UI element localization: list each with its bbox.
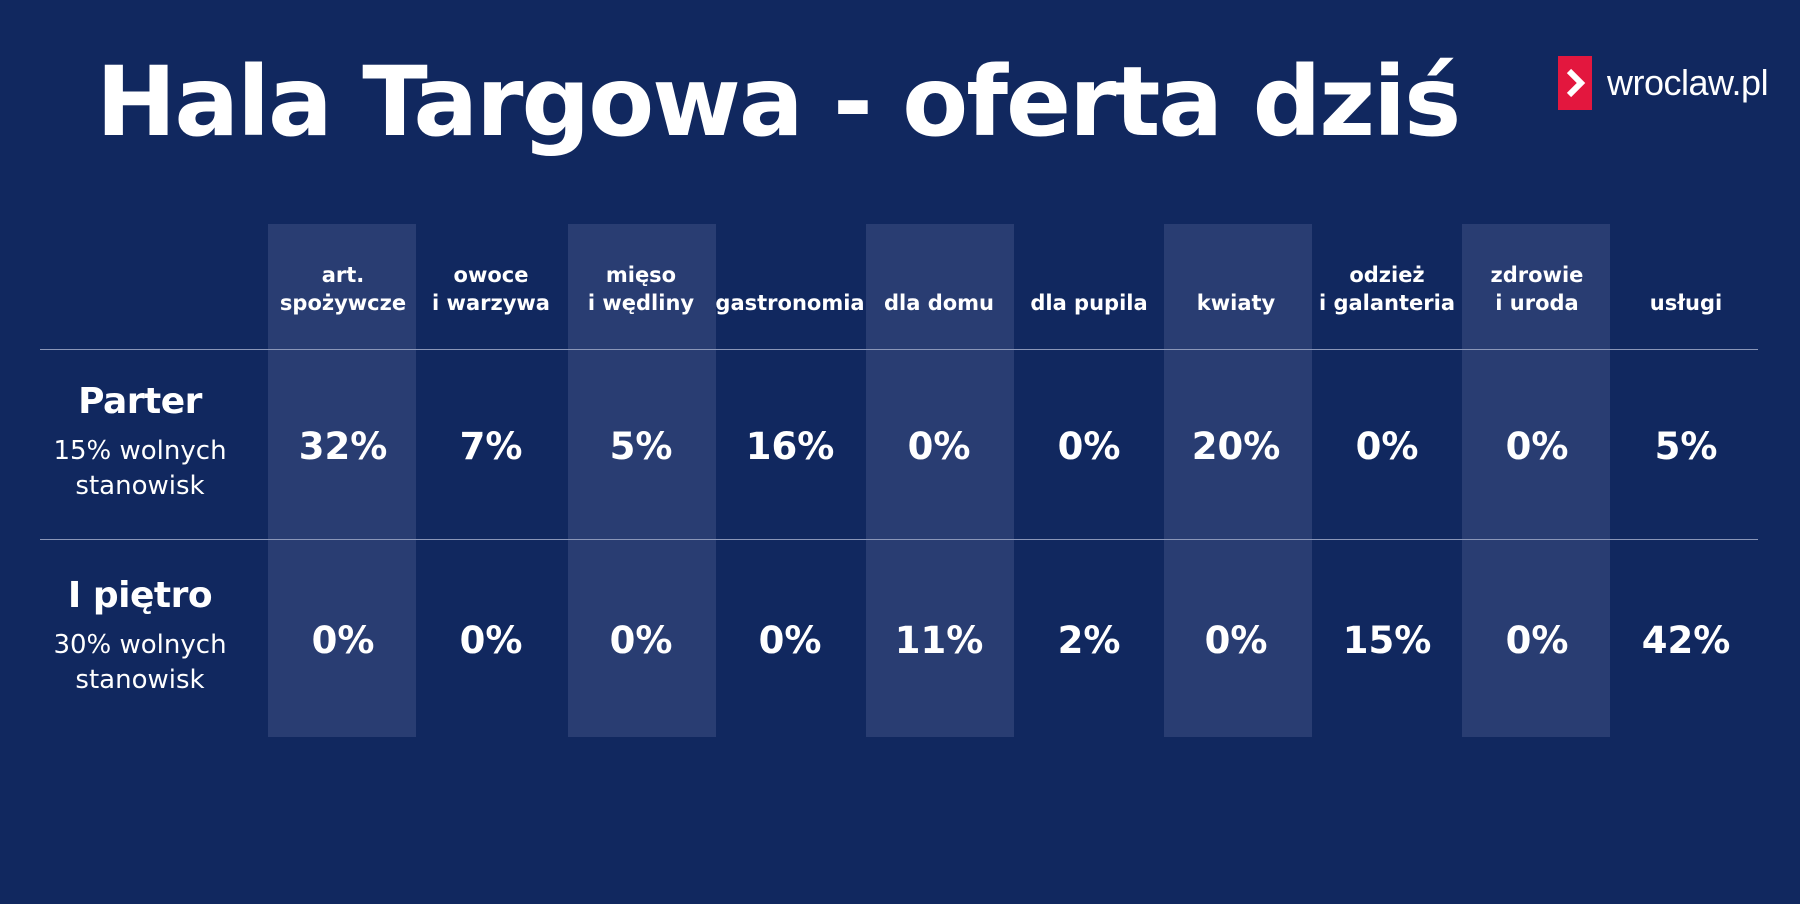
- chevron-right-icon: [1558, 56, 1592, 110]
- column-header: art. spożywcze: [279, 263, 407, 315]
- column-band: [866, 224, 1014, 737]
- row-divider: [40, 539, 1758, 540]
- column-header: odzież i galanteria: [1318, 263, 1456, 315]
- column-header: dla pupila: [1030, 291, 1148, 315]
- row-divider: [40, 349, 1758, 350]
- wroclaw-logo[interactable]: wroclaw.pl: [1558, 56, 1769, 110]
- column-header: mięso i wędliny: [587, 263, 695, 315]
- table-cell: 0%: [1057, 425, 1121, 468]
- table-cell: 0%: [1505, 425, 1569, 468]
- column-band: [268, 224, 416, 737]
- column-band: [1462, 224, 1610, 737]
- table-cell: 11%: [894, 619, 984, 662]
- row-header: Parter 15% wolnych stanowisk: [40, 380, 240, 504]
- table-cell: 16%: [745, 425, 835, 468]
- table-cell: 0%: [459, 619, 523, 662]
- row-subtitle: 30% wolnych stanowisk: [53, 630, 227, 695]
- page-title: Hala Targowa - oferta dziś: [96, 46, 1461, 158]
- table-cell: 0%: [758, 619, 822, 662]
- row-subtitle: 15% wolnych stanowisk: [53, 436, 227, 501]
- row-name: Parter: [78, 381, 202, 422]
- logo-text: wroclaw.pl: [1607, 62, 1769, 103]
- table-cell: 20%: [1191, 425, 1281, 468]
- table-cell: 0%: [311, 619, 375, 662]
- table-cell: 0%: [1355, 425, 1419, 468]
- table-cell: 0%: [907, 425, 971, 468]
- column-header: owoce i warzywa: [432, 263, 550, 315]
- table-cell: 5%: [609, 425, 673, 468]
- table-cell: 15%: [1342, 619, 1432, 662]
- table-cell: 42%: [1641, 619, 1731, 662]
- table-cell: 0%: [609, 619, 673, 662]
- table-cell: 7%: [459, 425, 523, 468]
- column-band: [1164, 224, 1312, 737]
- row-name: I piętro: [67, 575, 213, 616]
- table-cell: 32%: [298, 425, 388, 468]
- column-header: gastronomia: [715, 291, 865, 315]
- column-header: kwiaty: [1196, 291, 1276, 315]
- table-cell: 2%: [1057, 619, 1121, 662]
- column-header: zdrowie i uroda: [1490, 263, 1584, 315]
- column-band: [568, 224, 716, 737]
- column-header: usługi: [1649, 291, 1723, 315]
- table-cell: 0%: [1505, 619, 1569, 662]
- row-header: I piętro 30% wolnych stanowisk: [40, 574, 240, 698]
- table-cell: 0%: [1204, 619, 1268, 662]
- table-cell: 5%: [1654, 425, 1718, 468]
- column-header: dla domu: [883, 291, 994, 315]
